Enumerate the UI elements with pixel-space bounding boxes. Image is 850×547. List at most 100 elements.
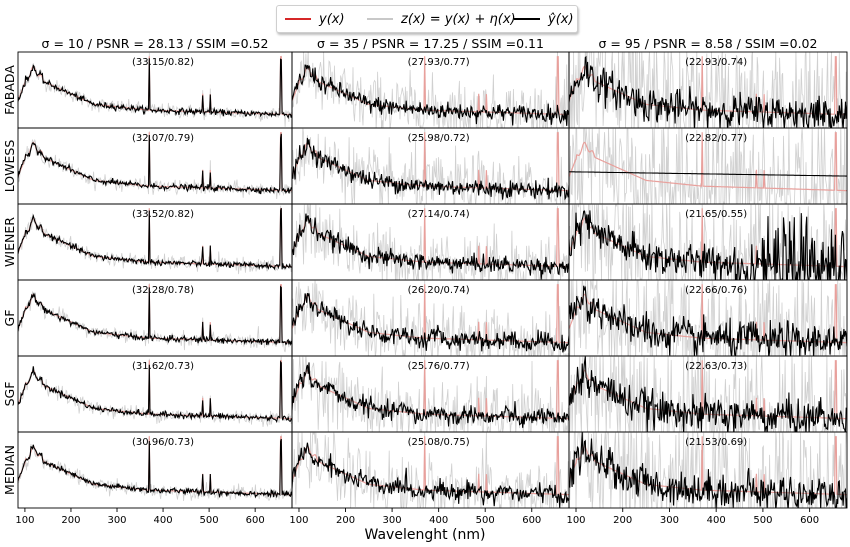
panel-gf-1: (32.28/0.78) xyxy=(17,279,293,357)
column-title-2: σ = 35 / PSNR = 17.25 / SSIM =0.11 xyxy=(317,36,544,51)
x-tick-label: 600 xyxy=(246,515,265,526)
x-tick-label: 200 xyxy=(613,515,632,526)
x-tick-label: 600 xyxy=(522,515,541,526)
panel-wiener-3: (21.65/0.55) xyxy=(568,203,848,281)
panel-median-2: (25.08/0.75) xyxy=(291,431,570,509)
score-label: (26.20/0.74) xyxy=(408,285,470,296)
x-tick-label: 300 xyxy=(383,515,402,526)
legend: y(x) z(x) = y(x) + η(x) ŷ(x) xyxy=(276,5,578,33)
panel-frame xyxy=(568,431,848,509)
score-label: (21.53/0.69) xyxy=(685,437,747,448)
x-axis: 100 200 300 400 500 600 100 200 300 400 500 600 100 2… xyxy=(15,508,819,526)
score-label: (21.65/0.55) xyxy=(685,209,747,220)
recovered-series-line xyxy=(569,285,847,356)
legend-label-true: y(x) xyxy=(319,11,345,27)
x-tick-label: 500 xyxy=(476,515,495,526)
x-tick-label: 600 xyxy=(800,515,819,526)
row-labels: FABADA LOWESS WIENER GF SGF MEDIAN xyxy=(2,65,17,495)
row-label-lowess: LOWESS xyxy=(2,140,17,193)
legend-entry-true: y(x) xyxy=(285,9,345,29)
recovered-series-line xyxy=(18,133,292,195)
panel-gf-2: (26.20/0.74) xyxy=(291,279,570,357)
legend-label-noisy: z(x) = y(x) + η(x) xyxy=(401,11,516,27)
recovered-series-line xyxy=(18,360,292,424)
score-label: (33.52/0.82) xyxy=(132,209,194,220)
recovered-series-line xyxy=(569,356,847,432)
x-tick-label: 400 xyxy=(429,515,448,526)
column-title-1: σ = 10 / PSNR = 28.13 / SSIM =0.52 xyxy=(42,36,269,51)
panel-lowess-2: (25.98/0.72) xyxy=(291,127,570,205)
legend-label-recovered: ŷ(x) xyxy=(548,11,574,27)
legend-swatch-recovered xyxy=(514,18,540,20)
recovered-series-line xyxy=(569,210,847,280)
panel-sgf-2: (25.76/0.77) xyxy=(291,355,570,433)
score-label: (32.07/0.79) xyxy=(132,133,194,144)
noisy-series-line xyxy=(569,52,847,128)
x-tick-label: 500 xyxy=(753,515,772,526)
legend-swatch-noisy xyxy=(367,18,393,20)
score-label: (30.96/0.73) xyxy=(132,437,194,448)
legend-entry-noisy: z(x) = y(x) + η(x) xyxy=(367,9,516,29)
panel-lowess-3: (22.82/0.77) xyxy=(568,127,848,205)
score-label: (33.15/0.82) xyxy=(132,57,194,68)
noisy-series-line xyxy=(569,128,847,204)
x-tick-label: 500 xyxy=(200,515,219,526)
recovered-series-line xyxy=(292,64,569,126)
true-series-line xyxy=(569,360,847,420)
score-label: (27.14/0.74) xyxy=(408,209,470,220)
legend-swatch-true xyxy=(285,18,311,20)
panel-sgf-1: (31.62/0.73) xyxy=(17,355,293,433)
noisy-series-line xyxy=(18,434,292,502)
row-label-wiener: WIENER xyxy=(2,217,17,267)
row-label-fabada: FABADA xyxy=(2,65,17,115)
score-label: (31.62/0.73) xyxy=(132,361,194,372)
score-label: (32.28/0.78) xyxy=(132,285,194,296)
recovered-series-line xyxy=(292,137,569,201)
row-label-median: MEDIAN xyxy=(2,445,17,495)
recovered-series-line xyxy=(292,442,569,508)
x-tick-label: 100 xyxy=(289,515,308,526)
score-label: (27.93/0.77) xyxy=(408,57,470,68)
recovered-series-line xyxy=(569,55,847,128)
noisy-series-line xyxy=(569,280,847,356)
recovered-series-line xyxy=(569,171,847,177)
noisy-series-line xyxy=(18,356,292,428)
recovered-series-line xyxy=(292,293,569,353)
legend-entry-recovered: ŷ(x) xyxy=(514,9,574,29)
x-axis-label: Wavelenght (nm) xyxy=(365,527,486,543)
score-label: (22.63/0.73) xyxy=(685,361,747,372)
panel-grid: (33.15/0.82) (27.93/0.77) (22.93/0.74) (32.… xyxy=(17,51,848,509)
x-tick-label: 400 xyxy=(707,515,726,526)
panel-fabada-1: (33.15/0.82) xyxy=(17,51,293,129)
panel-sgf-3: (22.63/0.73) xyxy=(568,355,848,433)
panel-gf-3: (22.66/0.76) xyxy=(568,279,848,357)
recovered-series-line xyxy=(18,58,292,119)
column-titles: σ = 10 / PSNR = 28.13 / SSIM =0.52 σ = 35… xyxy=(42,36,818,51)
recovered-series-line xyxy=(18,285,292,346)
panel-median-1: (30.96/0.73) xyxy=(17,431,293,509)
row-label-gf: GF xyxy=(2,310,17,327)
x-tick-label: 100 xyxy=(566,515,585,526)
recovered-series-line xyxy=(18,207,292,271)
panel-fabada-3: (22.93/0.74) xyxy=(568,51,848,129)
recovered-series-line xyxy=(292,213,569,280)
score-label: (22.82/0.77) xyxy=(685,133,747,144)
panel-lowess-1: (32.07/0.79) xyxy=(17,127,293,205)
score-label: (25.76/0.77) xyxy=(408,361,470,372)
x-tick-label: 200 xyxy=(61,515,80,526)
x-tick-label: 300 xyxy=(660,515,679,526)
recovered-series-line xyxy=(18,438,292,499)
noisy-series-line xyxy=(569,204,847,280)
score-label: (22.66/0.76) xyxy=(685,285,747,296)
true-series-line xyxy=(569,132,847,192)
panel-wiener-2: (27.14/0.74) xyxy=(291,203,570,281)
x-tick-label: 200 xyxy=(336,515,355,526)
x-tick-label: 300 xyxy=(107,515,126,526)
recovered-series-line xyxy=(569,432,847,508)
panel-fabada-2: (27.93/0.77) xyxy=(291,51,570,129)
recovered-series-line xyxy=(292,362,569,428)
noisy-series-line xyxy=(292,356,569,432)
noisy-series-line xyxy=(292,432,569,508)
score-label: (25.98/0.72) xyxy=(408,133,470,144)
